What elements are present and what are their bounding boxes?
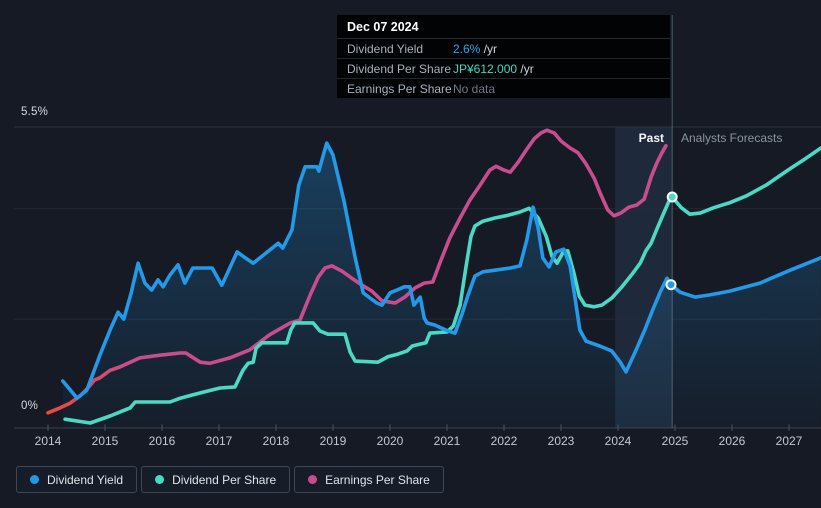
series-line-dividend-per-share <box>63 146 821 425</box>
tooltip-value: 2.6% <box>453 41 481 56</box>
x-tick-label: 2024 <box>605 434 632 448</box>
tooltip-value: JP¥612.000 <box>453 61 518 76</box>
tooltip-value: No data <box>453 81 496 96</box>
x-tick-label: 2019 <box>320 434 347 448</box>
x-tick-label: 2023 <box>548 434 575 448</box>
legend-item-earnings-per-share[interactable]: Earnings Per Share <box>294 466 444 493</box>
y-axis-label-zero: 0% <box>21 400 39 412</box>
hover-marker-dividend-yield <box>665 279 677 291</box>
tooltip-row-dividend-yield: Dividend Yield 2.6% /yr <box>337 39 670 59</box>
x-tick-label: 2020 <box>377 434 404 448</box>
analysts-forecasts-label: Analysts Forecasts <box>681 131 783 145</box>
legend-item-dividend-per-share[interactable]: Dividend Per Share <box>141 466 291 493</box>
x-tick-label: 2026 <box>719 434 746 448</box>
legend-dot-dividend-yield <box>30 475 39 484</box>
x-tick-label: 2021 <box>434 434 461 448</box>
tooltip-label: Earnings Per Share <box>347 81 452 96</box>
x-tick-label: 2016 <box>149 434 176 448</box>
x-tick-label: 2027 <box>776 434 803 448</box>
x-tick-label: 2022 <box>491 434 518 448</box>
hover-marker-dividend-per-share <box>666 191 678 203</box>
chart-legend: Dividend Yield Dividend Per Share Earnin… <box>16 466 444 493</box>
legend-label: Dividend Yield <box>47 472 124 487</box>
tooltip-date: Dec 07 2024 <box>337 15 670 39</box>
y-axis-label-top: 5.5% <box>21 106 49 118</box>
x-tick-label: 2015 <box>92 434 119 448</box>
series-line-dividend-yield <box>61 141 821 400</box>
chart-tooltip: Dec 07 2024 Dividend Yield 2.6% /yr Divi… <box>337 15 670 98</box>
tooltip-row-earnings-per-share: Earnings Per Share No data <box>337 79 670 98</box>
past-label: Past <box>638 131 664 145</box>
legend-label: Earnings Per Share <box>325 472 430 487</box>
legend-label: Dividend Per Share <box>172 472 277 487</box>
dividend-yield-area-fill <box>62 143 821 428</box>
x-tick-label: 2025 <box>662 434 689 448</box>
legend-dot-dividend-per-share <box>155 475 165 484</box>
x-tick-label: 2017 <box>206 434 233 448</box>
legend-dot-earnings-per-share <box>308 475 318 484</box>
series-line-earnings-per-share <box>46 128 668 415</box>
x-tick-label: 2014 <box>35 434 62 448</box>
tooltip-row-dividend-per-share: Dividend Per Share JP¥612.000 /yr <box>337 59 670 79</box>
legend-item-dividend-yield[interactable]: Dividend Yield <box>16 466 138 493</box>
tooltip-label: Dividend Yield <box>347 41 424 56</box>
tooltip-label: Dividend Per Share <box>347 61 452 76</box>
x-tick-label: 2018 <box>263 434 290 448</box>
tooltip-value-suffix: /yr <box>480 41 498 56</box>
tooltip-value-suffix: /yr <box>517 61 534 76</box>
